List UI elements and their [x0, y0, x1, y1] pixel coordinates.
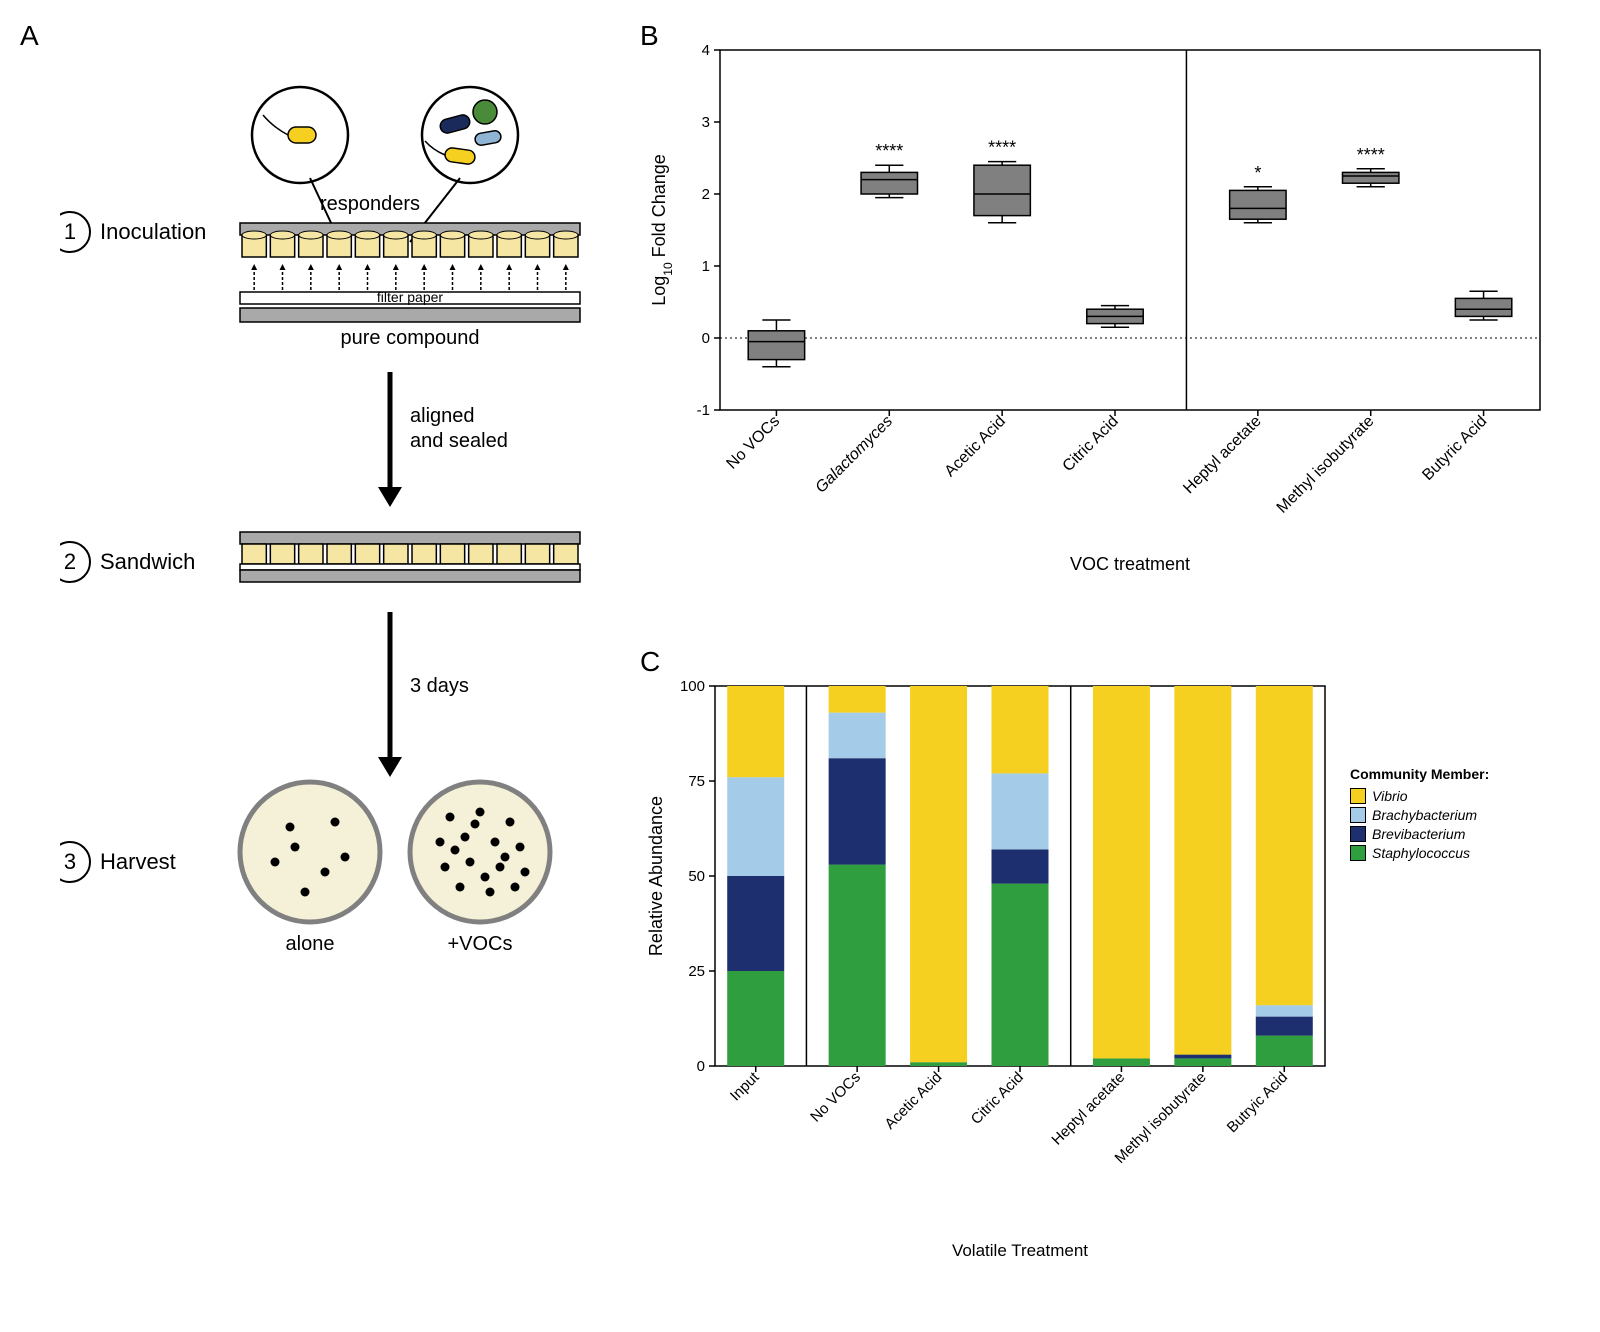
panel-c-chart: 0 25 50 75 100 Relative Abundance Input No VOCs… — [640, 646, 1340, 1266]
svg-text:Log10 Fold Change: Log10 Fold Change — [649, 154, 675, 305]
svg-text:Methyl isobutyrate: Methyl isobutyrate — [1112, 1069, 1210, 1167]
svg-text:Inoculation: Inoculation — [100, 219, 206, 244]
svg-text:No VOCs: No VOCs — [807, 1069, 864, 1126]
svg-text:3: 3 — [702, 114, 710, 131]
panel-a-label: A — [20, 20, 620, 52]
panel-b-label: B — [640, 20, 659, 52]
legend-swatch — [1350, 845, 1366, 861]
svg-text:aligned: aligned — [410, 405, 475, 427]
svg-text:75: 75 — [688, 773, 705, 790]
legend-swatch — [1350, 788, 1366, 804]
svg-text:-1: -1 — [697, 402, 710, 419]
svg-text:Relative Abundance: Relative Abundance — [646, 796, 666, 956]
svg-text:alone: alone — [286, 933, 335, 955]
svg-text:+VOCs: +VOCs — [447, 933, 512, 955]
svg-text:100: 100 — [680, 678, 705, 695]
panel-a: A 1 Inoculation responders filter paper pure… — [20, 20, 620, 1312]
svg-text:****: **** — [988, 138, 1016, 158]
svg-text:****: **** — [1357, 145, 1385, 165]
panel-c-legend: Community Member: Vibrio Brachybacterium B… — [1350, 766, 1489, 864]
legend-label: Staphylococcus — [1372, 845, 1470, 861]
legend-label: Vibrio — [1372, 788, 1408, 804]
svg-text:No VOCs: No VOCs — [723, 413, 783, 473]
svg-text:Butyric Acid: Butyric Acid — [1419, 413, 1490, 484]
svg-text:Acetic Acid: Acetic Acid — [942, 413, 1009, 480]
panel-b-chart: -1 0 1 2 3 4 Log10 Fold Change No VOCs **** Galac… — [640, 20, 1560, 580]
svg-text:filter paper: filter paper — [377, 289, 443, 305]
panel-a-svg: 1 Inoculation responders filter paper pure c… — [60, 72, 620, 1272]
svg-text:2: 2 — [64, 549, 76, 574]
svg-text:Heptyl acetate: Heptyl acetate — [1048, 1069, 1128, 1149]
legend-label: Brevibacterium — [1372, 826, 1465, 842]
panel-b: B -1 0 1 2 3 4 Log10 Fold Change No VOCs **** Gal… — [640, 20, 1580, 626]
svg-text:*: * — [1254, 163, 1261, 183]
svg-text:and sealed: and sealed — [410, 430, 508, 452]
svg-text:Input: Input — [727, 1068, 763, 1104]
legend-swatch — [1350, 826, 1366, 842]
svg-text:1: 1 — [64, 219, 76, 244]
svg-text:25: 25 — [688, 963, 705, 980]
svg-text:Methyl isobutyrate: Methyl isobutyrate — [1274, 413, 1378, 517]
panel-a-diagram: 1 Inoculation responders filter paper pure c… — [20, 72, 620, 1272]
svg-text:1: 1 — [702, 258, 710, 275]
legend-swatch — [1350, 807, 1366, 823]
svg-text:Galactomyces: Galactomyces — [812, 413, 896, 497]
svg-text:Sandwich: Sandwich — [100, 549, 195, 574]
svg-text:4: 4 — [702, 42, 710, 59]
svg-text:****: **** — [875, 141, 903, 161]
svg-text:Citric Acid: Citric Acid — [1060, 413, 1122, 475]
legend-title: Community Member: — [1350, 766, 1489, 782]
svg-text:Heptyl acetate: Heptyl acetate — [1180, 413, 1264, 497]
legend-label: Brachybacterium — [1372, 807, 1477, 823]
panel-c-label: C — [640, 646, 660, 678]
svg-text:0: 0 — [702, 330, 710, 347]
svg-text:Citric Acid: Citric Acid — [968, 1069, 1027, 1128]
svg-text:Acetic Acid: Acetic Acid — [881, 1069, 945, 1133]
legend-item: Brevibacterium — [1350, 826, 1489, 842]
svg-text:3 days: 3 days — [410, 675, 469, 697]
svg-text:50: 50 — [688, 868, 705, 885]
legend-item: Staphylococcus — [1350, 845, 1489, 861]
svg-text:responders: responders — [320, 193, 420, 215]
legend-item: Brachybacterium — [1350, 807, 1489, 823]
svg-text:Butryic Acid: Butryic Acid — [1224, 1069, 1291, 1136]
svg-text:Harvest: Harvest — [100, 849, 176, 874]
svg-text:3: 3 — [64, 849, 76, 874]
svg-text:0: 0 — [697, 1058, 705, 1075]
svg-text:Volatile Treatment: Volatile Treatment — [952, 1241, 1088, 1260]
panel-c: C 0 25 50 75 100 Relative Abundance Input No VO… — [640, 646, 1580, 1312]
svg-text:2: 2 — [702, 186, 710, 203]
svg-text:pure compound: pure compound — [341, 327, 480, 349]
legend-item: Vibrio — [1350, 788, 1489, 804]
svg-text:VOC treatment: VOC treatment — [1070, 554, 1190, 574]
